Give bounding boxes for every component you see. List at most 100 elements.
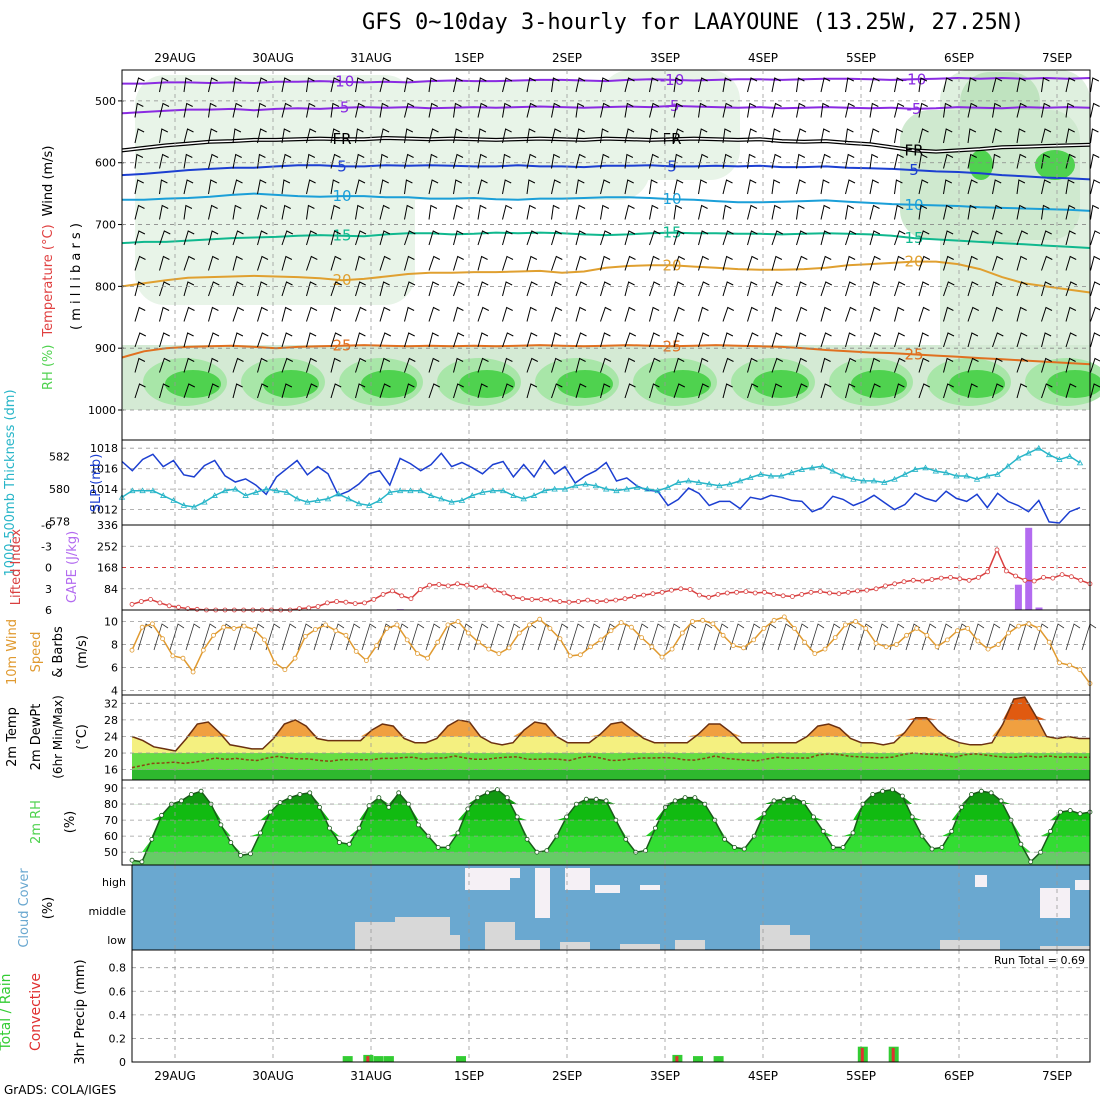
temp-ylabel: 2m Temp [5,707,20,767]
wind10-speed-point [445,622,451,628]
wind10-speed-point [771,617,777,623]
wind10-barb [457,623,473,651]
wind-barb [894,281,906,297]
wind-barb [379,230,391,246]
wind-barb [1065,357,1076,373]
rh2m-point [969,792,974,797]
thickness-point [767,472,775,479]
upper-wind-barbs [134,77,1100,399]
wind-barb [771,128,781,144]
wind-barb [183,306,195,322]
wind-barb [257,255,269,271]
thickness-point [973,475,981,482]
wind-barb [1041,230,1052,246]
thickness-point [438,495,445,502]
thickness-point [149,487,157,494]
wind-barb [1065,255,1077,271]
wind-barb [943,332,955,348]
cloud-level-label: middle [88,905,126,918]
boundary-rh-core [753,370,809,398]
wind-barb [134,102,144,118]
wind-barb [477,230,489,246]
wind-barb [1041,153,1051,169]
temperature-contour-label: 5 [337,157,347,175]
wind-barb [306,128,317,144]
lifted-index-point [594,599,600,604]
rh2m-point [1058,809,1063,815]
temperature-contour-label: 5 [909,161,919,179]
precip-total-bar [693,1056,703,1062]
wind10-speed-point [924,632,930,638]
precip-ylabel2: Convective [28,973,44,1051]
date-label-bottom: 1SEP [454,1069,484,1083]
wind-barb [894,102,905,118]
wind10-speed-point [241,623,247,629]
wind-barb [477,77,487,93]
wind-barb [698,153,709,169]
wind10-speed-point [802,639,807,645]
wind-barb [232,179,243,195]
thickness-point [1066,453,1073,459]
wind-barb [918,383,931,399]
wind-barb [134,179,144,195]
rh2m-point [840,845,846,850]
wind-barb [232,204,242,220]
upper-air-ytick: 800 [95,280,116,293]
cape-bar [1014,584,1022,610]
lifted-index-point [836,591,842,597]
wind-barb [967,306,980,322]
wind-barb [698,357,709,373]
lifted-index-point [464,582,470,588]
wind10-speed-point [353,649,359,654]
run-total: Run Total = 0.69 [994,954,1085,967]
wind10-speed-point [822,646,828,652]
wind-barb [820,102,830,118]
wind-barb [526,179,536,195]
wind-barb [747,102,757,118]
wind10-speed-point [883,644,889,650]
wind-barb [624,332,637,348]
wind-barb [183,332,194,348]
precip-total-bar [456,1056,466,1062]
wind-barb [1065,179,1075,195]
boundary-rh-core [263,370,319,398]
rh2m-point [139,859,145,865]
rh2m-point [820,828,826,834]
wind-barb [845,204,855,220]
wind-barb [208,357,219,373]
wind-barb [183,204,193,220]
wind-barb [600,179,611,195]
wind-barb [257,179,267,195]
wind-barb [330,204,341,220]
date-label-top: 30AUG [252,51,294,65]
upper-air-ytick: 600 [95,157,116,170]
cloud-block [1040,946,1090,950]
rh2m-point [485,790,490,796]
wind10-speed-point [190,669,196,675]
wind-barb [453,128,463,144]
wind-barb [600,255,611,271]
wind-barb [428,128,439,144]
wind10-barb [185,623,201,651]
temperature-contour-label: 10 [662,190,681,208]
wind-barb [159,383,170,399]
wind10-barb [809,623,825,651]
wind-barb [894,128,904,144]
wind-barb [820,179,830,195]
wind-barb [845,230,857,246]
wind10-speed-point [567,653,573,659]
wind-barb [894,255,905,271]
wind-barb [894,332,905,348]
rh2m-point [732,845,737,850]
wind10-speed-point [139,624,145,630]
wind-barb [1016,306,1027,322]
cloud-block [940,940,1000,950]
wind-barb [698,204,708,220]
wind-barb [1090,281,1100,297]
wind-barb [477,306,490,322]
wind10-barb [649,623,665,651]
wind10-speed-point [149,621,155,627]
temp-ytick: 32 [104,697,118,710]
wind10-speed-point [730,643,736,648]
